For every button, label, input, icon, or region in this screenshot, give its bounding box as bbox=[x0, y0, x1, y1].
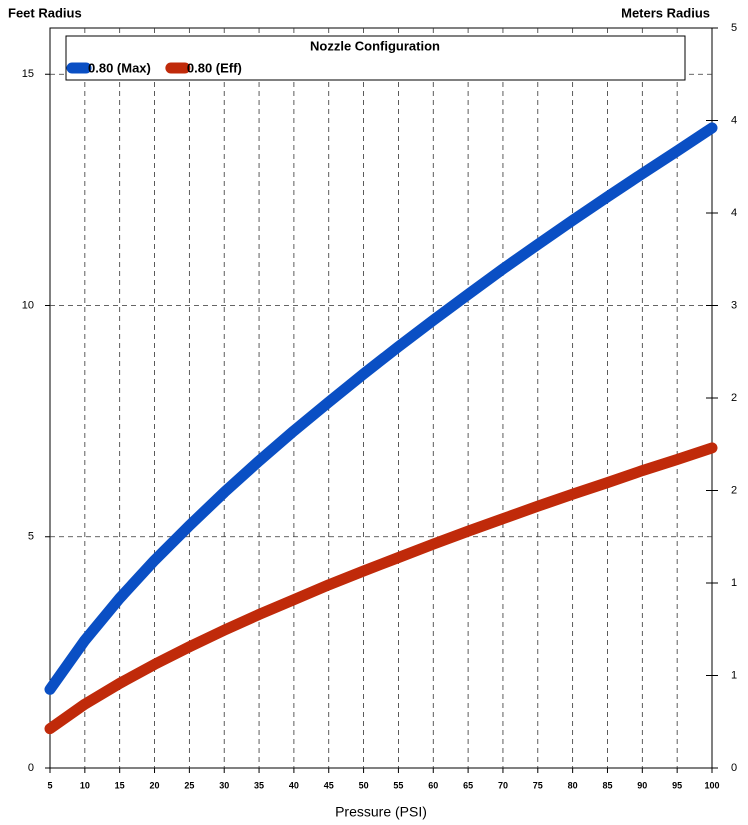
y2-tick-label: 1 bbox=[731, 577, 737, 589]
x-tick-label: 50 bbox=[359, 780, 369, 790]
x-tick-label: 70 bbox=[498, 780, 508, 790]
series-line bbox=[44, 122, 718, 695]
y2-tick-label: 3 bbox=[731, 299, 737, 311]
x-axis-label: Pressure (PSI) bbox=[335, 804, 427, 820]
y2-tick-label: 4 bbox=[731, 207, 737, 219]
x-tick-label: 30 bbox=[219, 780, 229, 790]
x-tick-label: 10 bbox=[80, 780, 90, 790]
plot-frame bbox=[49, 27, 713, 769]
legend-label: 0.80 (Eff) bbox=[187, 60, 242, 75]
x-tick-label: 60 bbox=[428, 780, 438, 790]
x-tick-label: 35 bbox=[254, 780, 264, 790]
y-tick-label: 5 bbox=[28, 531, 34, 543]
x-tick-label: 5 bbox=[47, 780, 52, 790]
x-tick-label: 85 bbox=[602, 780, 612, 790]
y-axis-label: Feet Radius bbox=[8, 5, 82, 20]
x-tick-label: 55 bbox=[393, 780, 403, 790]
x-tick-label: 40 bbox=[289, 780, 299, 790]
x-tick-label: 100 bbox=[704, 780, 719, 790]
y-tick-label: 0 bbox=[28, 762, 34, 774]
x-tick-label: 45 bbox=[324, 780, 334, 790]
y2-tick-label: 1 bbox=[731, 669, 737, 681]
y-tick-label: 10 bbox=[22, 299, 34, 311]
y-tick-label: 15 bbox=[22, 68, 34, 80]
y2-tick-label: 2 bbox=[731, 392, 737, 404]
y2-tick-label: 2 bbox=[731, 484, 737, 496]
x-tick-label: 75 bbox=[533, 780, 543, 790]
x-tick-label: 15 bbox=[115, 780, 125, 790]
y2-tick-label: 4 bbox=[731, 114, 737, 126]
x-tick-label: 20 bbox=[150, 780, 160, 790]
legend-title: Nozzle Configuration bbox=[310, 38, 440, 53]
x-tick-label: 80 bbox=[568, 780, 578, 790]
y2-tick-label: 0 bbox=[731, 762, 737, 774]
y2-tick-label: 5 bbox=[731, 22, 737, 34]
series-line bbox=[44, 442, 718, 735]
x-tick-label: 25 bbox=[184, 780, 194, 790]
y2-axis-label: Meters Radius bbox=[621, 5, 710, 20]
legend-label: 0.80 (Max) bbox=[88, 60, 151, 75]
x-tick-label: 65 bbox=[463, 780, 473, 790]
x-tick-label: 95 bbox=[672, 780, 682, 790]
x-tick-label: 90 bbox=[637, 780, 647, 790]
